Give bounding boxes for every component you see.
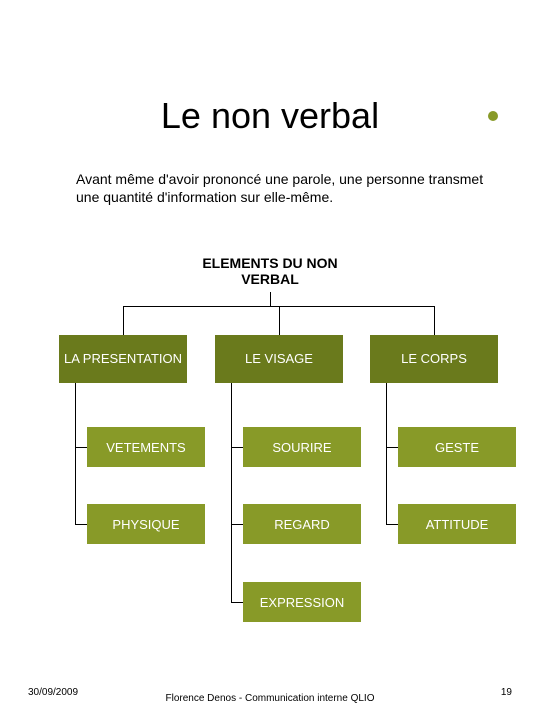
category-visage: LE VISAGE <box>215 335 343 383</box>
sub-label: ATTITUDE <box>426 517 489 532</box>
sub-regard: REGARD <box>243 504 361 544</box>
category-corps: LE CORPS <box>370 335 498 383</box>
diagram-header-text: ELEMENTS DU NON VERBAL <box>202 255 337 287</box>
category-label: LE CORPS <box>401 351 467 367</box>
category-presentation: LA PRESENTATION <box>59 335 187 383</box>
sub-label: VETEMENTS <box>106 440 185 455</box>
intro-text: Avant même d'avoir prononcé une parole, … <box>76 170 490 206</box>
title-accent-dot <box>488 111 498 121</box>
sub-geste: GESTE <box>398 427 516 467</box>
sub-expression: EXPRESSION <box>243 582 361 622</box>
connector <box>123 306 124 335</box>
connector <box>231 524 243 525</box>
sub-sourire: SOURIRE <box>243 427 361 467</box>
connector <box>75 524 87 525</box>
sub-label: EXPRESSION <box>260 595 345 610</box>
sub-label: SOURIRE <box>272 440 331 455</box>
connector <box>434 306 435 335</box>
diagram-header: ELEMENTS DU NON VERBAL <box>180 255 360 287</box>
sub-label: PHYSIQUE <box>112 517 179 532</box>
category-label: LA PRESENTATION <box>64 351 182 367</box>
footer-page-number: 19 <box>501 687 512 698</box>
connector <box>231 383 232 602</box>
connector <box>386 447 398 448</box>
sub-label: GESTE <box>435 440 479 455</box>
connector <box>386 524 398 525</box>
connector <box>75 383 76 524</box>
sub-physique: PHYSIQUE <box>87 504 205 544</box>
category-label: LE VISAGE <box>245 351 313 367</box>
connector <box>386 383 387 524</box>
connector <box>231 447 243 448</box>
connector <box>270 292 271 306</box>
connector <box>75 447 87 448</box>
connector <box>279 306 280 335</box>
slide-title: Le non verbal <box>0 95 540 137</box>
footer-credits: Florence Denos - Communication interne Q… <box>0 693 540 705</box>
sub-attitude: ATTITUDE <box>398 504 516 544</box>
sub-vetements: VETEMENTS <box>87 427 205 467</box>
sub-label: REGARD <box>274 517 330 532</box>
connector <box>231 602 243 603</box>
